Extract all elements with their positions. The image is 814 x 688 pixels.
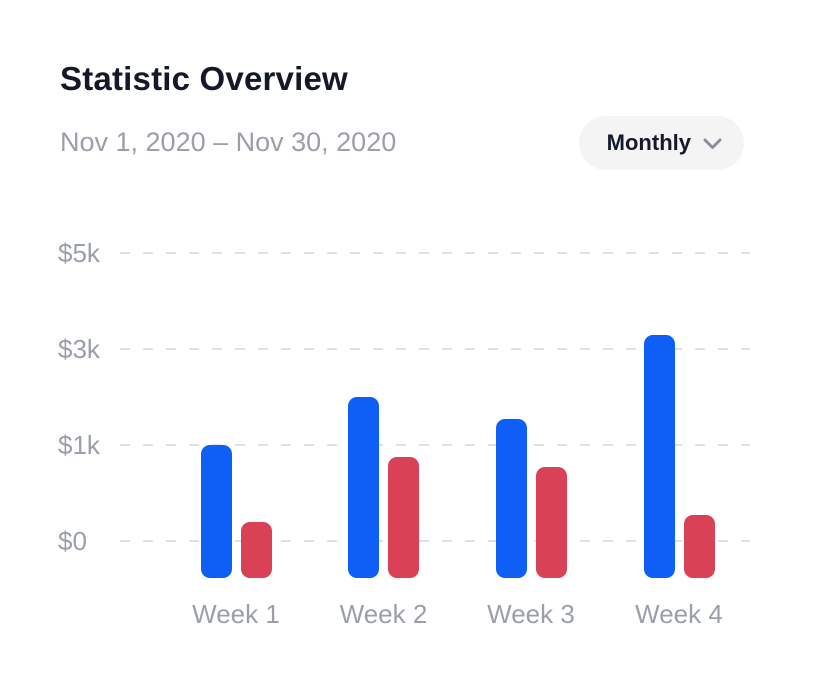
period-selector[interactable]: Monthly xyxy=(578,116,744,170)
y-axis-tick-label: $1k xyxy=(58,430,100,460)
bar-week-3-red xyxy=(535,467,567,578)
gridline xyxy=(120,444,750,446)
x-axis-label-week-1: Week 1 xyxy=(192,599,280,629)
y-axis-tick-label: $5k xyxy=(58,238,100,268)
bar-week-4-blue xyxy=(643,334,675,578)
x-axis-label-week-4: Week 4 xyxy=(635,599,723,629)
date-range: Nov 1, 2020 – Nov 30, 2020 xyxy=(60,127,397,157)
bar-week-2-blue xyxy=(348,397,379,578)
bar-week-1-blue xyxy=(200,445,232,578)
x-axis-label-week-3: Week 3 xyxy=(487,599,575,629)
y-axis-tick-label: $3k xyxy=(58,334,100,364)
gridline xyxy=(120,252,750,254)
gridline xyxy=(120,348,750,350)
page-title: Statistic Overview xyxy=(60,60,348,97)
bar-week-4-red xyxy=(683,515,715,578)
x-axis-label-week-2: Week 2 xyxy=(339,599,428,629)
gridline xyxy=(120,540,750,542)
bar-week-1-red xyxy=(240,521,272,578)
y-axis-tick-label: $0 xyxy=(58,526,87,556)
period-selector-label: Monthly xyxy=(606,130,691,155)
chevron-down-icon xyxy=(703,138,722,149)
bar-week-3-blue xyxy=(495,418,527,578)
bar-week-2-red xyxy=(388,457,419,578)
